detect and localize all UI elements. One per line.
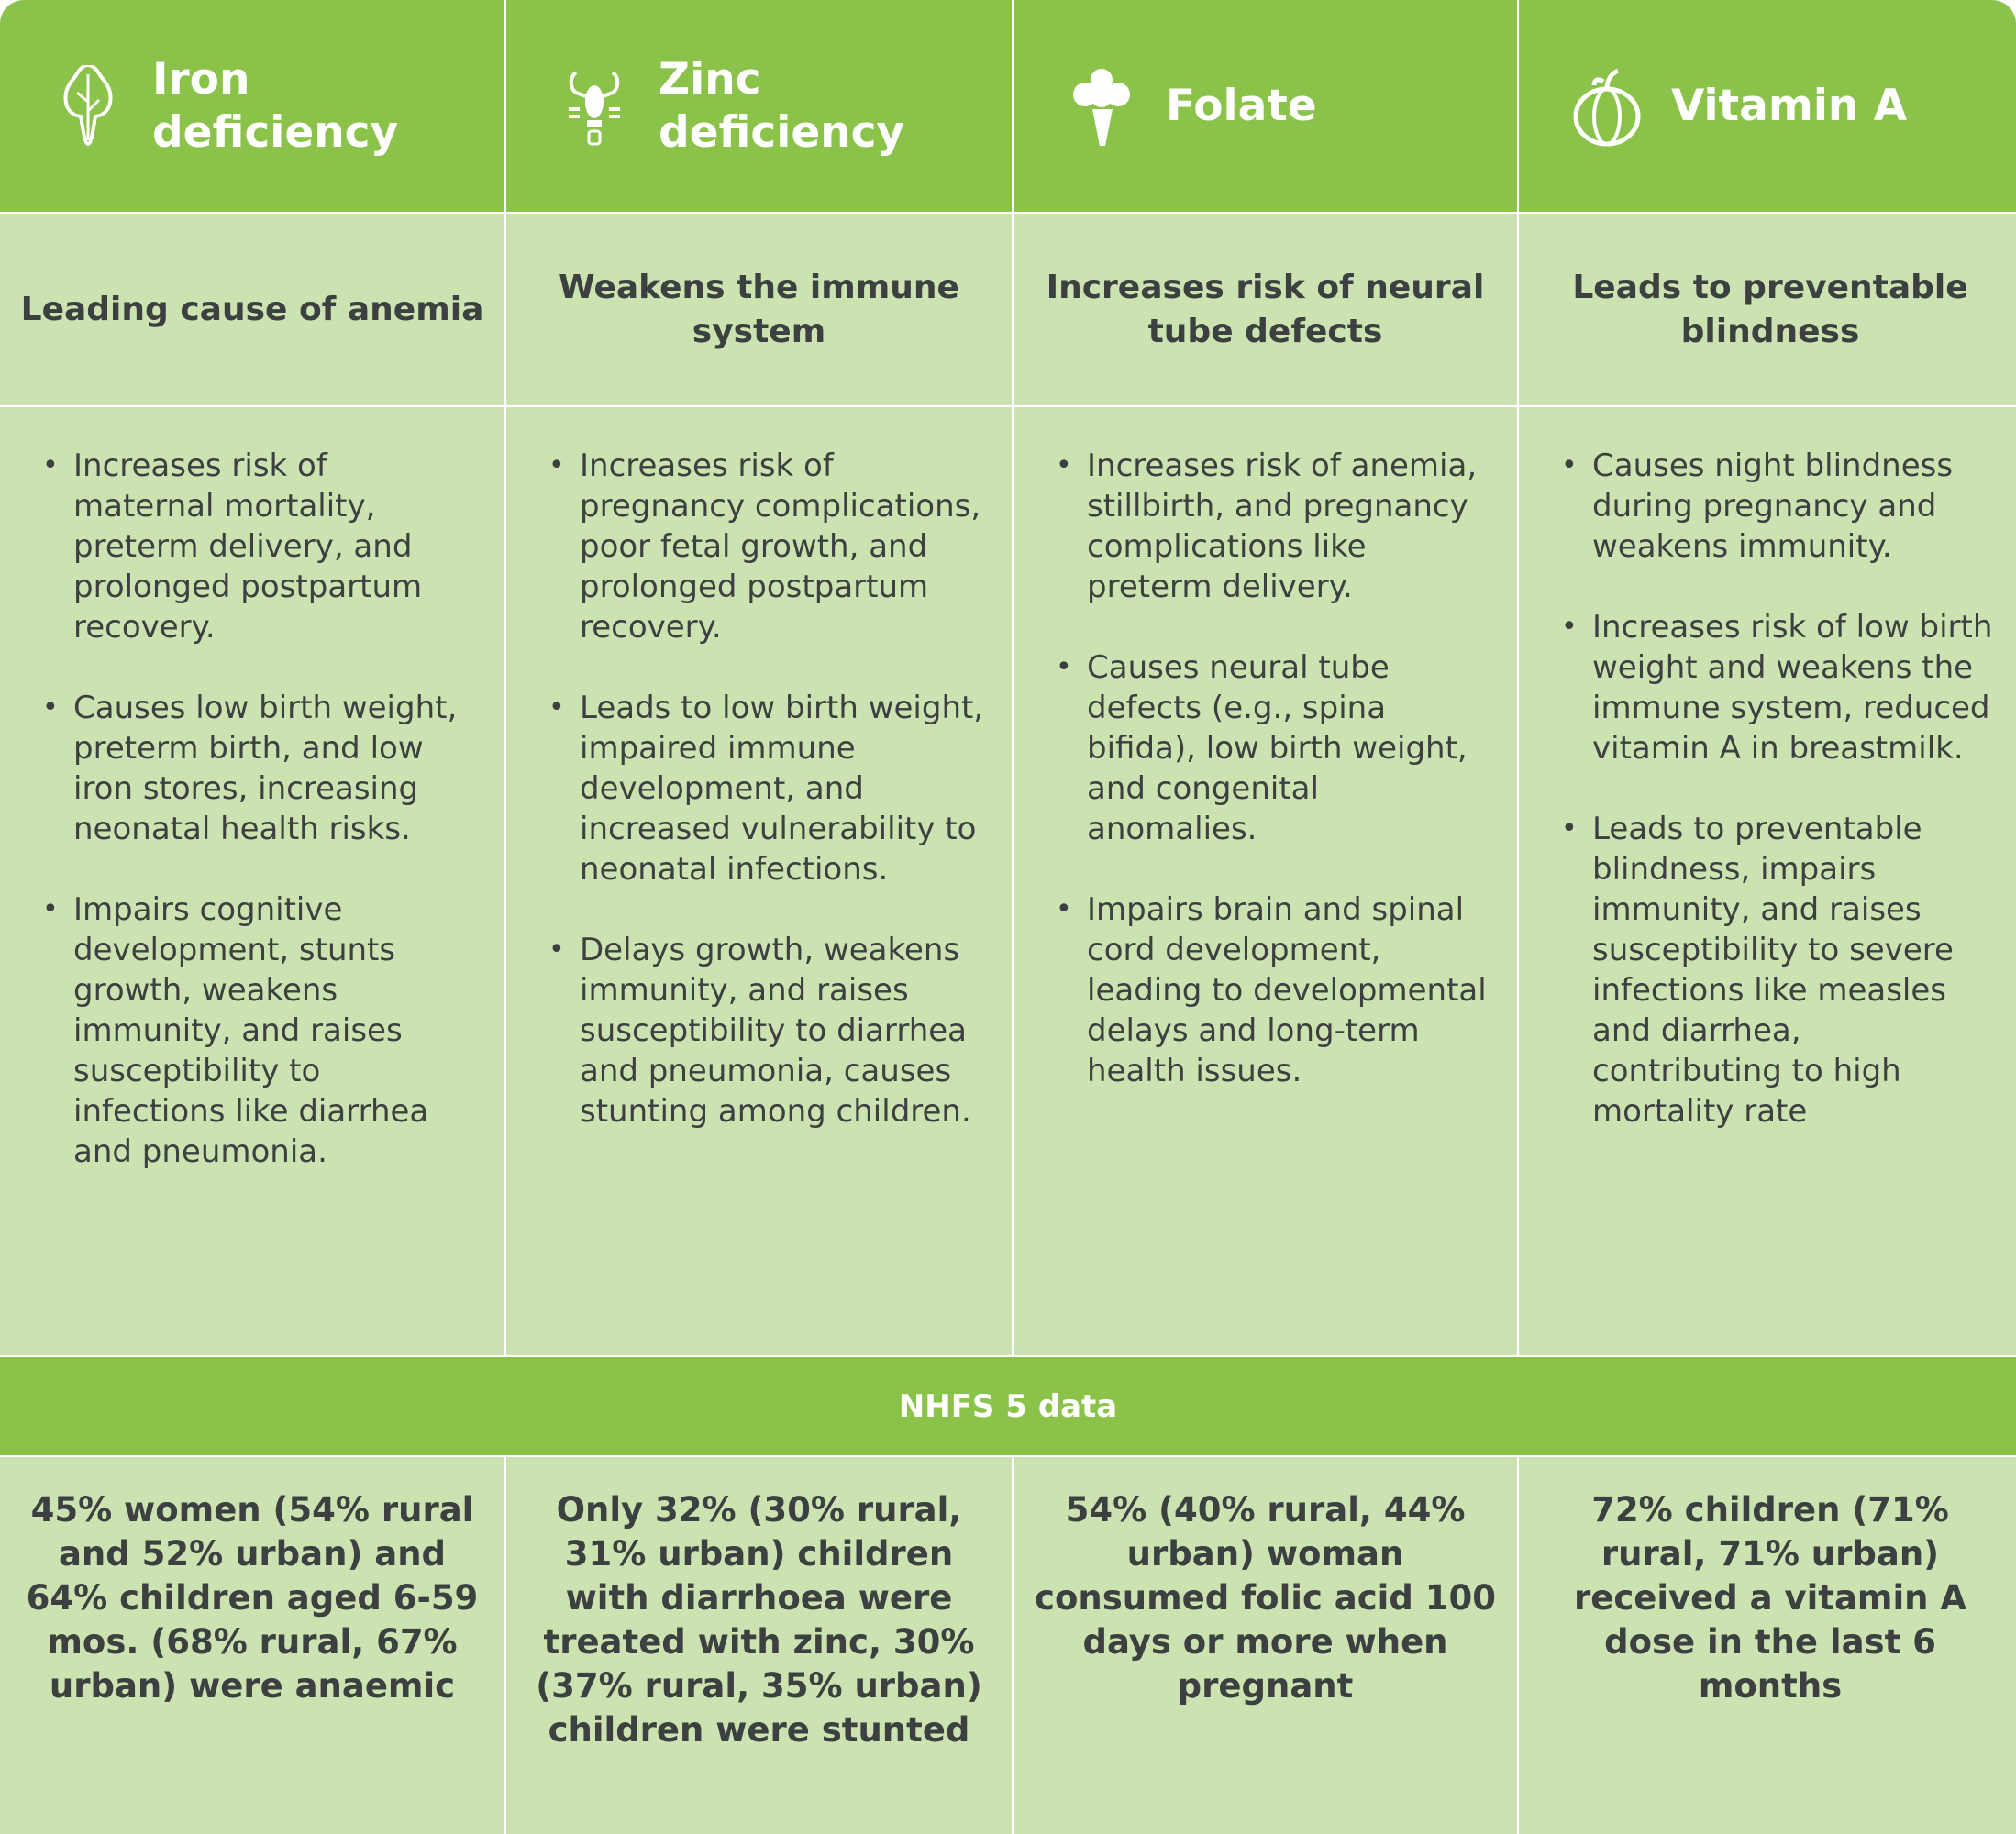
details-cell: Increases risk of maternal mortality, pr…	[0, 407, 504, 1355]
bullet-item: Delays growth, weakens immunity, and rai…	[548, 930, 984, 1132]
details-cell: Causes night blindness during pregnancy …	[1519, 407, 2016, 1355]
bullet-item: Impairs brain and spinal cord developmen…	[1056, 889, 1490, 1091]
summary-cell: Weakens the immune system	[506, 214, 1012, 405]
stat-cell: 45% women (54% rural and 52% urban) and …	[0, 1457, 504, 1834]
summary-row: Leading cause of anemia Weakens the immu…	[0, 214, 2016, 405]
header-folate: Folate	[1014, 0, 1517, 212]
bullet-item: Causes low birth weight, preterm birth, …	[42, 688, 477, 849]
header-title: Zinc deficiency	[659, 53, 905, 158]
stat-cell: Only 32% (30% rural, 31% urban) children…	[506, 1457, 1012, 1834]
summary-cell: Leads to preventable blindness	[1519, 214, 2016, 405]
stat-cell: 54% (40% rural, 44% urban) woman consume…	[1014, 1457, 1517, 1834]
bullet-item: Increases risk of anemia, stillbirth, an…	[1056, 446, 1490, 607]
header-row: Iron deficiency Zinc deficiency Folate V…	[0, 0, 2016, 212]
details-cell: Increases risk of anemia, stillbirth, an…	[1014, 407, 1517, 1355]
bullet-item: Leads to preventable blindness, impairs …	[1561, 809, 1994, 1132]
lobster-icon	[569, 70, 620, 145]
bullet-item: Increases risk of pregnancy complication…	[548, 446, 984, 647]
leafy-greens-icon	[63, 64, 113, 146]
bullet-item: Impairs cognitive development, stunts gr…	[42, 889, 477, 1172]
header-title: Vitamin A	[1671, 80, 1908, 131]
details-row: Increases risk of maternal mortality, pr…	[0, 407, 2016, 1355]
stats-row: 45% women (54% rural and 52% urban) and …	[0, 1457, 2016, 1834]
header-title: Folate	[1166, 80, 1317, 131]
header-title: Iron deficiency	[152, 53, 399, 158]
stat-cell: 72% children (71% rural, 71% urban) rece…	[1519, 1457, 2016, 1834]
summary-cell: Leading cause of anemia	[0, 214, 504, 405]
bullet-item: Causes neural tube defects (e.g., spina …	[1056, 647, 1490, 849]
broccoli-icon	[1073, 68, 1130, 146]
bullet-item: Increases risk of maternal mortality, pr…	[42, 446, 477, 647]
header-zinc: Zinc deficiency	[506, 0, 1012, 212]
details-cell: Increases risk of pregnancy complication…	[506, 407, 1012, 1355]
bullet-item: Increases risk of low birth weight and w…	[1561, 607, 1994, 768]
bullet-item: Causes night blindness during pregnancy …	[1561, 446, 1994, 567]
pumpkin-icon	[1573, 68, 1641, 146]
nhfs-band: NHFS 5 data	[0, 1357, 2016, 1455]
header-vitamin-a: Vitamin A	[1519, 0, 2016, 212]
summary-cell: Increases risk of neural tube defects	[1014, 214, 1517, 405]
bullet-item: Leads to low birth weight, impaired immu…	[548, 688, 984, 889]
header-iron: Iron deficiency	[0, 0, 504, 212]
